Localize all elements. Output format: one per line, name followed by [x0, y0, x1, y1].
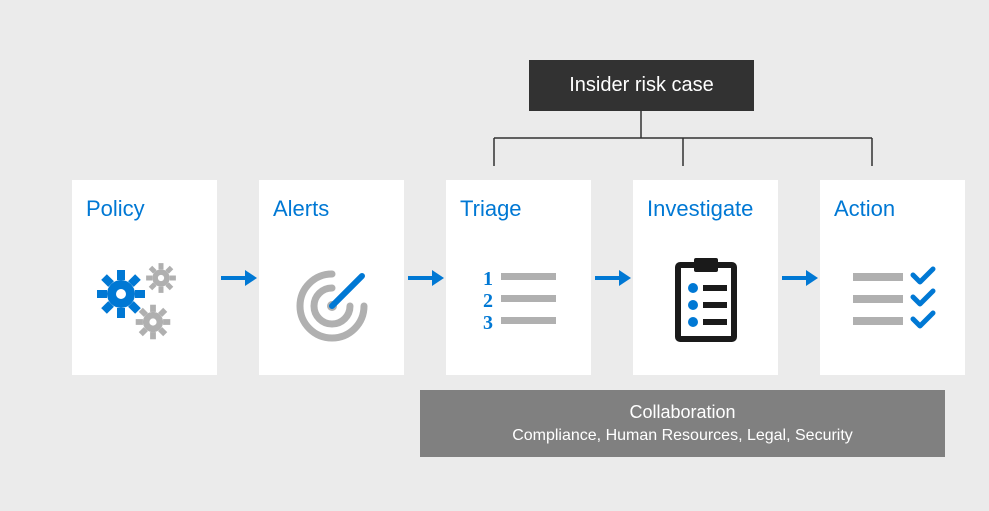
card-title-triage: Triage — [460, 196, 577, 222]
svg-text:2: 2 — [483, 290, 493, 312]
card-investigate: Investigate — [633, 180, 778, 375]
card-title-policy: Policy — [86, 196, 203, 222]
check-list-icon — [834, 240, 951, 361]
collab-subtitle: Compliance, Human Resources, Legal, Secu… — [440, 427, 925, 445]
card-title-alerts: Alerts — [273, 196, 390, 222]
target-icon — [273, 240, 390, 361]
svg-text:1: 1 — [483, 268, 493, 290]
card-alerts: Alerts — [259, 180, 404, 375]
arrow-icon — [591, 268, 633, 288]
card-triage: Triage 1 2 3 — [446, 180, 591, 375]
numbered-list-icon: 1 2 3 — [460, 240, 577, 361]
svg-text:3: 3 — [483, 312, 493, 334]
collab-title: Collaboration — [440, 402, 925, 423]
arrow-icon — [404, 268, 446, 288]
card-title-action: Action — [834, 196, 951, 222]
bracket-connector — [0, 0, 989, 180]
arrow-icon — [217, 268, 259, 288]
clipboard-icon — [647, 240, 764, 361]
cards-row: Policy — [72, 180, 965, 375]
card-policy: Policy — [72, 180, 217, 375]
card-action: Action — [820, 180, 965, 375]
arrow-icon — [778, 268, 820, 288]
gears-icon — [86, 240, 203, 361]
card-title-investigate: Investigate — [647, 196, 764, 222]
collaboration-box: Collaboration Compliance, Human Resource… — [420, 390, 945, 457]
